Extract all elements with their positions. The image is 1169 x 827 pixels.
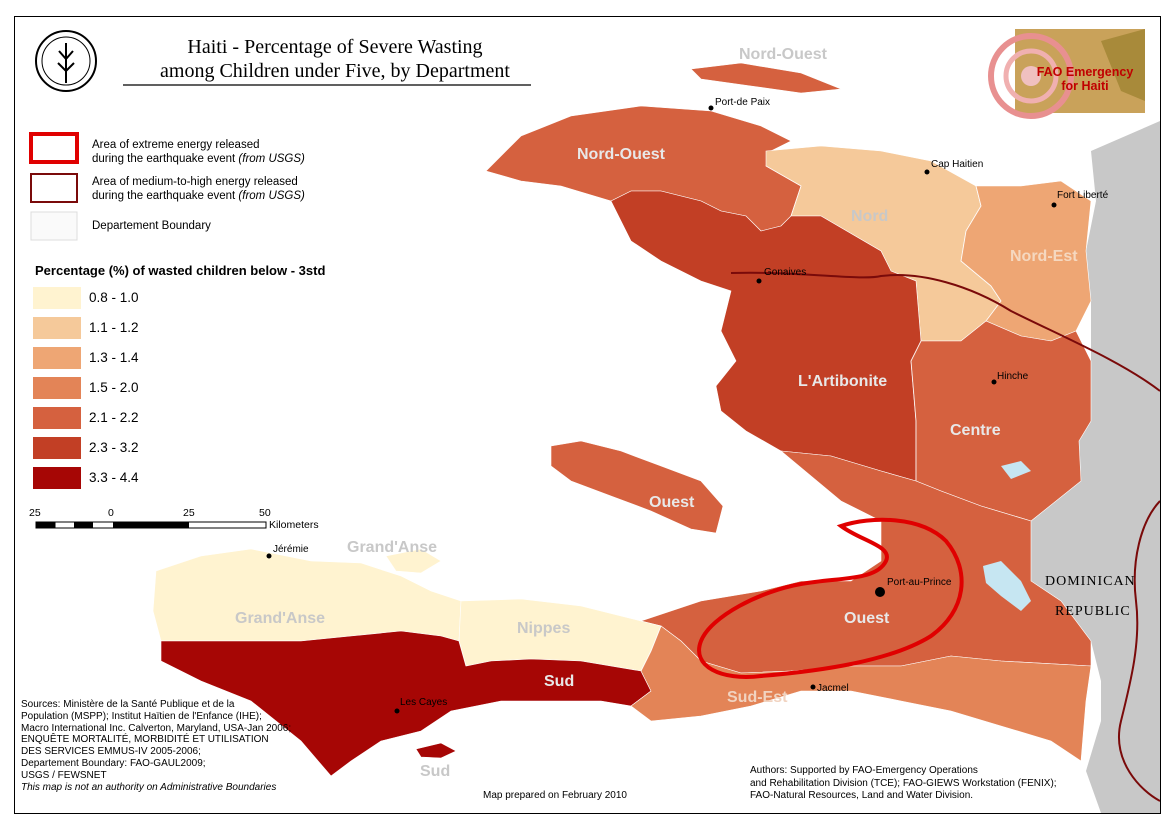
city-cap-haitien: Cap Haitien — [931, 159, 984, 170]
island-cayemite — [385, 548, 442, 574]
city-hinche: Hinche — [997, 371, 1029, 382]
sources-text: Sources: Ministère de la Santé Publique … — [21, 699, 292, 793]
title-line2: among Children under Five, by Department — [160, 60, 510, 82]
prepared-date: Map prepared on February 2010 — [483, 790, 627, 801]
legend-boundary-box — [30, 211, 78, 241]
city-jacmel: Jacmel — [817, 683, 849, 694]
legend-class-label: 1.1 - 1.2 — [89, 320, 139, 335]
city-port-de-paix: Port-de Paix — [715, 97, 771, 108]
legend-swatch — [33, 407, 81, 429]
label-ouest: Ouest — [844, 610, 890, 627]
label-nippes: Nippes — [517, 620, 571, 637]
label-ouest-island: Ouest — [649, 494, 695, 511]
medium-energy-ring-2 — [1118, 500, 1160, 802]
island-ile-a-vache — [415, 742, 457, 759]
legend-swatch — [33, 377, 81, 399]
city-gonaives: Gonaives — [764, 267, 807, 278]
label-centre: Centre — [950, 422, 1001, 439]
label-nord-ouest-island: Nord-Ouest — [739, 46, 827, 63]
label-nord-est: Nord-Est — [1010, 248, 1078, 265]
extreme-energy-ring — [697, 517, 964, 679]
scalebar — [35, 521, 267, 529]
city-jeremie: Jérémie — [273, 544, 309, 555]
dominican-republic-area — [1031, 121, 1160, 813]
label-dominican-line2: REPUBLIC — [1055, 604, 1131, 619]
title-line1: Haiti - Percentage of Severe Wasting — [187, 36, 483, 58]
legend-swatch — [33, 467, 81, 489]
legend-swatch — [33, 317, 81, 339]
island-gonave — [550, 440, 724, 534]
label-grandanse-island: Grand'Anse — [347, 539, 438, 556]
city-dots — [266, 105, 1057, 714]
scale-tick-50: 50 — [259, 507, 271, 519]
label-nord-ouest: Nord-Ouest — [577, 146, 665, 163]
map-frame: 0.8 - 1.0 1.1 - 1.2 1.3 - 1.4 1.5 - 2.0 2.1 … — [14, 16, 1161, 814]
city-les-cayes: Les Cayes — [400, 697, 448, 708]
legend-class-label: 2.1 - 2.2 — [89, 410, 139, 425]
department-boundaries — [458, 165, 1002, 672]
disclaimer: This map is not an authority on Administ… — [21, 781, 277, 793]
legend-swatch — [33, 437, 81, 459]
label-nord: Nord — [851, 208, 889, 225]
scale-tick-25-left: 25 — [29, 507, 41, 519]
label-artibonite: L'Artibonite — [798, 373, 888, 390]
legend-extreme-box — [29, 132, 79, 164]
lake-peligre — [1001, 461, 1031, 479]
label-grandanse: Grand'Anse — [235, 610, 326, 627]
label-sud-island: Sud — [420, 763, 451, 780]
city-fort-liberte: Fort Liberté — [1057, 190, 1109, 201]
legend-medium-label: Area of medium-to-high energy released d… — [92, 176, 305, 202]
legend-boundary-label: Departement Boundary — [92, 220, 211, 232]
scale-tick-25: 25 — [183, 507, 195, 519]
emergency-logo-text: FAO Emergency for Haiti — [1036, 65, 1134, 93]
fao-logo — [35, 30, 97, 92]
emergency-logo — [988, 29, 1145, 119]
legend-title: Percentage (%) of wasted children below … — [35, 263, 326, 278]
scale-tick-0: 0 — [108, 507, 114, 519]
label-sud-est: Sud-Est — [727, 689, 788, 706]
map-title: Haiti - Percentage of Severe Wasting amo… — [115, 35, 555, 83]
label-dominican-line1: DOMINICAN — [1045, 574, 1136, 589]
scale-unit: Kilometers — [269, 519, 319, 531]
label-sud: Sud — [544, 673, 575, 690]
legend-swatch — [33, 287, 81, 309]
legend-medium-box — [30, 173, 78, 203]
map-canvas — [29, 29, 1160, 813]
medium-energy-ring — [730, 271, 1160, 392]
legend-extreme-label: Area of extreme energy released during t… — [92, 139, 305, 165]
legend-class-label: 3.3 - 4.4 — [89, 470, 139, 485]
lake-azuei — [983, 561, 1031, 611]
legend-class-label: 2.3 - 3.2 — [89, 440, 139, 455]
authors-text: Authors: Supported by FAO-Emergency Oper… — [750, 765, 1057, 801]
legend-class-label: 0.8 - 1.0 — [89, 290, 139, 305]
legend-class-label: 1.3 - 1.4 — [89, 350, 139, 365]
city-port-au-prince: Port-au-Prince — [887, 577, 952, 588]
dept-sud-est — [630, 625, 1092, 762]
legend-swatch — [33, 347, 81, 369]
legend-class-label: 1.5 - 2.0 — [89, 380, 139, 395]
island-tortuga — [690, 62, 842, 94]
